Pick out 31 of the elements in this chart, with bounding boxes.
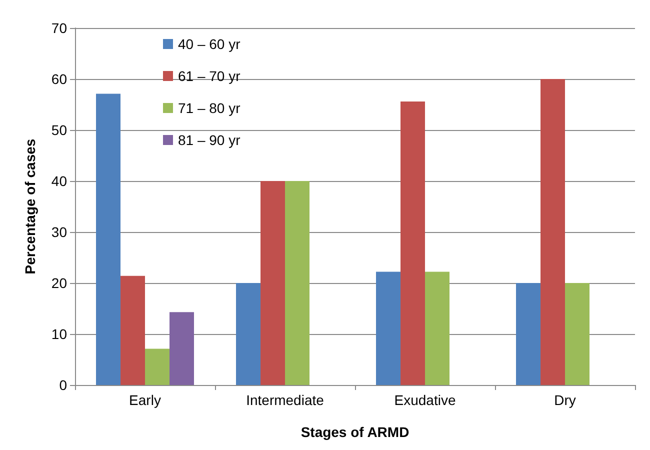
x-tick-label: Intermediate	[246, 392, 324, 408]
bar	[376, 272, 400, 385]
y-tick-label: 50	[51, 122, 68, 138]
bar	[400, 101, 425, 385]
y-tick-label: 30	[51, 224, 68, 240]
bar	[540, 79, 565, 385]
legend-label: 61 – 70 yr	[178, 68, 241, 84]
legend-label: 81 – 90 yr	[178, 132, 241, 148]
x-tick-label: Exudative	[394, 392, 456, 408]
bar	[120, 276, 145, 385]
bar	[285, 181, 310, 385]
bar	[96, 94, 120, 385]
x-tick-label: Dry	[554, 392, 576, 408]
y-tick-label: 60	[51, 71, 68, 87]
y-tick-label: 70	[51, 20, 68, 36]
y-tick-label: 20	[51, 275, 68, 291]
y-tick-label: 0	[59, 377, 68, 393]
legend-label: 40 – 60 yr	[178, 36, 241, 52]
bar	[425, 272, 450, 385]
legend-label: 71 – 80 yr	[178, 100, 241, 116]
y-axis-title: Percentage of cases	[22, 138, 38, 274]
bar	[145, 348, 170, 385]
bar	[170, 312, 194, 385]
bar	[565, 283, 590, 385]
x-axis-title: Stages of ARMD	[300, 424, 410, 440]
bar	[236, 283, 260, 385]
x-tick-label: Early	[129, 392, 161, 408]
y-tick-label: 10	[51, 326, 68, 342]
bar	[260, 181, 285, 385]
bar	[516, 283, 540, 385]
y-tick-label: 40	[51, 173, 68, 189]
